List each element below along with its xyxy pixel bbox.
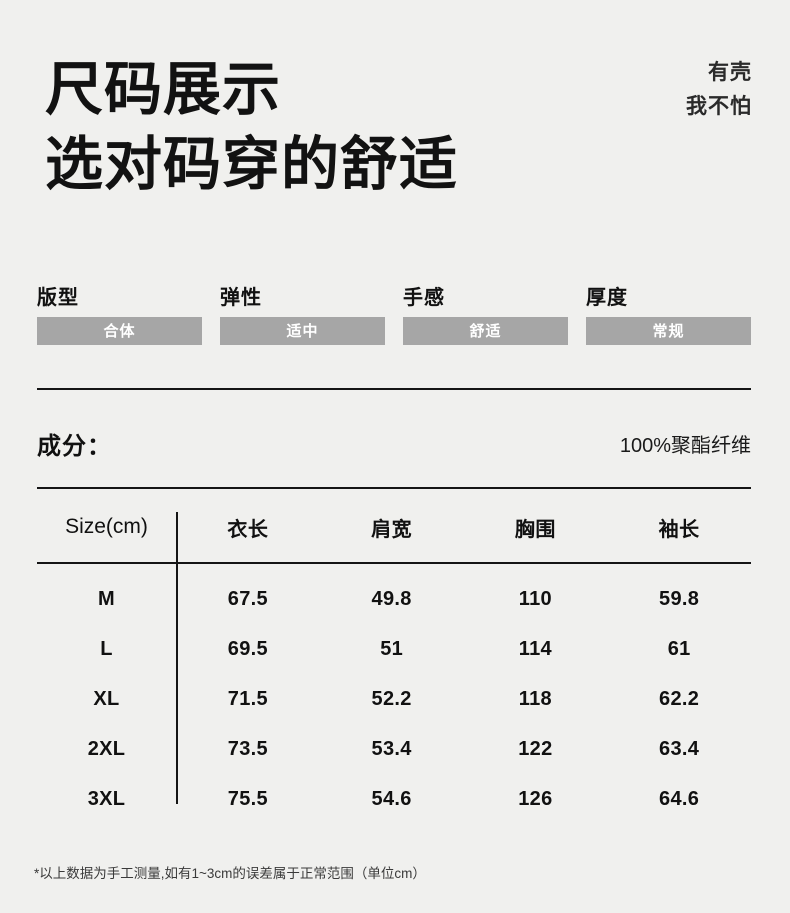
cell-shoulder: 52.2 <box>371 687 412 710</box>
attribute-fit-bar: 合体 <box>37 317 202 345</box>
column-header-bust: 胸围 <box>514 518 556 541</box>
cell-size: 2XL <box>87 737 126 760</box>
composition-label: 成分： <box>37 432 112 460</box>
attribute-handfeel-label: 手感 <box>403 287 445 309</box>
header: 尺码展示 选对码穿的舒适 有壳 我不怕 <box>0 0 790 230</box>
tagline-line-2: 我不怕 <box>686 95 752 119</box>
page-title-line-1: 尺码展示 <box>45 57 282 122</box>
table-row: M 67.5 49.8 110 59.8 <box>37 562 751 624</box>
cell-bust: 114 <box>518 637 552 660</box>
tagline-line-1: 有壳 <box>708 61 752 84</box>
cell-size: M <box>98 587 115 610</box>
table-header-row: Size(cm) 衣长 肩宽 胸围 袖长 <box>37 492 751 562</box>
cell-shoulder: 54.6 <box>371 787 412 810</box>
attribute-fit-value: 合体 <box>103 322 136 340</box>
divider-below-table-header <box>37 562 751 564</box>
page-title: 尺码展示 选对码穿的舒适 <box>45 52 458 203</box>
table-row: 2XL 73.5 53.4 122 63.4 <box>37 724 751 774</box>
attribute-fit: 版型 合体 <box>37 288 202 345</box>
cell-size: L <box>100 637 113 660</box>
attribute-handfeel-value: 舒适 <box>469 322 502 340</box>
attribute-thickness-bar: 常规 <box>586 317 751 345</box>
cell-sleeve: 59.8 <box>659 587 700 610</box>
cell-sleeve: 61 <box>667 637 691 660</box>
cell-sleeve: 63.4 <box>659 737 700 760</box>
size-table: Size(cm) 衣长 肩宽 胸围 袖长 M 67.5 49.8 110 59.… <box>37 492 751 824</box>
size-table-header: Size(cm) 衣长 肩宽 胸围 袖长 <box>37 492 751 562</box>
tagline: 有壳 我不怕 <box>686 56 752 124</box>
cell-bust: 118 <box>518 687 552 710</box>
table-row: 3XL 75.5 54.6 126 64.6 <box>37 774 751 824</box>
cell-length: 69.5 <box>227 637 268 660</box>
divider-below-composition <box>37 487 751 489</box>
cell-length: 73.5 <box>227 737 268 760</box>
page-title-line-2: 选对码穿的舒适 <box>45 132 459 198</box>
size-table-body: M 67.5 49.8 110 59.8 L 69.5 51 114 61 XL… <box>37 562 751 824</box>
composition-row: 成分： 100%聚酯纤维 <box>37 421 751 465</box>
composition-value: 100%聚酯纤维 <box>619 434 751 457</box>
cell-sleeve: 62.2 <box>659 687 700 710</box>
cell-length: 71.5 <box>227 687 268 710</box>
cell-sleeve: 64.6 <box>659 787 700 810</box>
attribute-elasticity-bar: 适中 <box>220 317 385 345</box>
measurement-footnote: *以上数据为手工测量,如有1~3cm的误差属于正常范围（单位cm） <box>34 866 426 881</box>
attribute-thickness-value: 常规 <box>652 322 685 340</box>
attribute-handfeel-bar: 舒适 <box>403 317 568 345</box>
cell-size: XL <box>93 687 120 710</box>
attribute-fit-label: 版型 <box>37 287 79 309</box>
column-header-shoulder: 肩宽 <box>371 518 413 541</box>
column-header-length: 衣长 <box>227 518 269 541</box>
cell-size: 3XL <box>87 787 126 810</box>
cell-bust: 126 <box>518 787 553 810</box>
attribute-handfeel: 手感 舒适 <box>403 288 568 345</box>
attribute-elasticity-value: 适中 <box>286 322 319 340</box>
cell-length: 75.5 <box>227 787 268 810</box>
attribute-elasticity: 弹性 适中 <box>220 288 385 345</box>
attribute-thickness: 厚度 常规 <box>586 288 751 345</box>
cell-bust: 110 <box>518 587 552 610</box>
cell-shoulder: 49.8 <box>371 587 412 610</box>
cell-shoulder: 51 <box>380 637 404 660</box>
column-header-sleeve: 袖长 <box>658 518 700 541</box>
table-row: XL 71.5 52.2 118 62.2 <box>37 674 751 724</box>
cell-length: 67.5 <box>227 587 268 610</box>
attribute-elasticity-label: 弹性 <box>220 287 262 309</box>
cell-bust: 122 <box>518 737 553 760</box>
table-row: L 69.5 51 114 61 <box>37 624 751 674</box>
cell-shoulder: 53.4 <box>371 737 412 760</box>
attribute-thickness-label: 厚度 <box>586 287 628 309</box>
column-header-size: Size(cm) <box>65 515 148 538</box>
attribute-row: 版型 合体 弹性 适中 手感 舒适 厚度 常规 <box>37 288 751 345</box>
table-column-divider <box>176 512 178 804</box>
divider-above-composition <box>37 388 751 390</box>
